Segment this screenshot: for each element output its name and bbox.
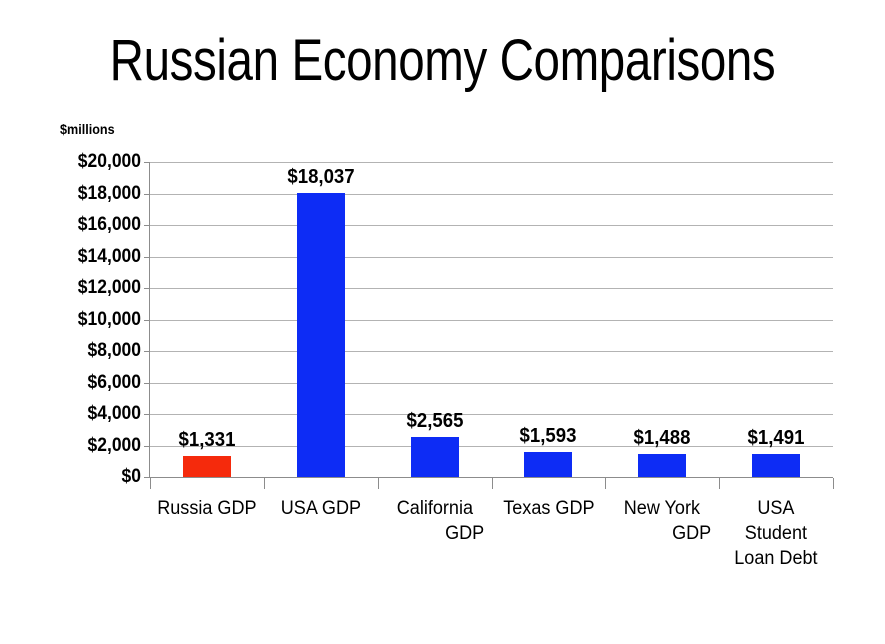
- y-axis-tick-mark: [144, 445, 150, 447]
- bar[interactable]: [410, 436, 459, 477]
- y-axis-tick-label: $14,000: [77, 245, 141, 267]
- gridline: [150, 162, 833, 163]
- x-axis-tick-mark: [263, 478, 265, 489]
- plot-area: $1,331 $18,037 $2,565 $1,593 $1,488 $1,491: [150, 162, 833, 478]
- y-axis-tick-label: $0: [121, 466, 141, 487]
- y-axis-tick-mark: [144, 193, 150, 195]
- gridline: [150, 256, 833, 258]
- chart-title: Russian Economy Comparisons: [109, 28, 776, 93]
- bar[interactable]: [182, 456, 231, 477]
- y-axis-tick-label: $10,000: [77, 308, 141, 330]
- x-axis-tick-mark: [605, 478, 607, 489]
- gridline: [150, 288, 833, 289]
- gridline: [150, 319, 833, 321]
- gridline: [150, 351, 833, 352]
- gridline: [150, 445, 833, 447]
- bar-group: $1,593: [492, 162, 606, 477]
- bar[interactable]: [296, 192, 345, 477]
- y-axis-tick-label: $16,000: [77, 214, 141, 235]
- y-axis-tick-label: $8,000: [87, 340, 141, 361]
- x-axis-tick-mark: [491, 478, 493, 489]
- gridline: [150, 225, 833, 226]
- x-axis-tick-mark: [833, 478, 834, 489]
- bar-group: $1,491: [719, 162, 833, 477]
- bar-group: $18,037: [264, 162, 378, 477]
- bar[interactable]: [752, 453, 801, 477]
- bar-value-label: $1,488: [633, 426, 691, 449]
- y-axis-tick-mark: [144, 225, 150, 226]
- y-axis-tick-label: $18,000: [77, 182, 141, 204]
- y-axis-tick-mark: [144, 319, 150, 321]
- bar[interactable]: [638, 453, 687, 477]
- bar-group: $1,331: [150, 162, 264, 477]
- gridline: [150, 382, 833, 384]
- x-axis-category-label: California GDP: [396, 498, 484, 544]
- y-axis-tick-mark: [144, 351, 150, 352]
- x-axis-category-labels: Russia GDP USA GDP California GDP Texas GDP N…: [150, 496, 833, 596]
- y-axis-tick-labels: $20,000 $18,000 $16,000 $14,000 $12,000 $10,0…: [0, 0, 143, 644]
- bar[interactable]: [524, 451, 573, 477]
- gridline: [150, 414, 833, 415]
- bar-value-label: $1,593: [519, 424, 577, 447]
- x-axis-tick-mark: [719, 478, 721, 489]
- x-axis-category-label: Russia GDP: [157, 498, 257, 519]
- bar-value-label: $18,037: [287, 165, 355, 188]
- y-axis-tick-label: $6,000: [87, 371, 141, 393]
- x-axis-tick-mark: [377, 478, 379, 489]
- bar-value-label: $1,491: [747, 426, 805, 449]
- x-axis-category-label: Texas GDP: [502, 498, 595, 519]
- x-axis-tick-mark: [150, 478, 151, 489]
- gridline: [150, 477, 833, 478]
- y-axis-tick-mark: [144, 288, 150, 289]
- y-axis-tick-mark: [144, 477, 150, 478]
- bar-group: $2,565: [378, 162, 492, 477]
- y-axis-tick-label: $20,000: [77, 151, 141, 172]
- x-axis-category-label: USA GDP: [280, 498, 361, 519]
- x-axis-category-label: New York GDP: [624, 498, 712, 544]
- gridline: [150, 193, 833, 195]
- x-axis-category-label: USA Student Loan Debt: [734, 498, 818, 569]
- bar-value-label: $1,331: [178, 429, 236, 452]
- y-axis-tick-mark: [144, 382, 150, 384]
- y-axis-tick-mark: [144, 414, 150, 415]
- y-axis-tick-label: $2,000: [87, 434, 141, 456]
- y-axis-unit-label: $millions: [60, 121, 115, 137]
- y-axis-tick-label: $4,000: [87, 403, 141, 424]
- bar-value-label: $2,565: [406, 409, 463, 432]
- y-axis-tick-mark: [144, 256, 150, 258]
- y-axis-tick-label: $12,000: [77, 277, 141, 298]
- bar-group: $1,488: [605, 162, 719, 477]
- y-axis-tick-mark: [144, 162, 150, 163]
